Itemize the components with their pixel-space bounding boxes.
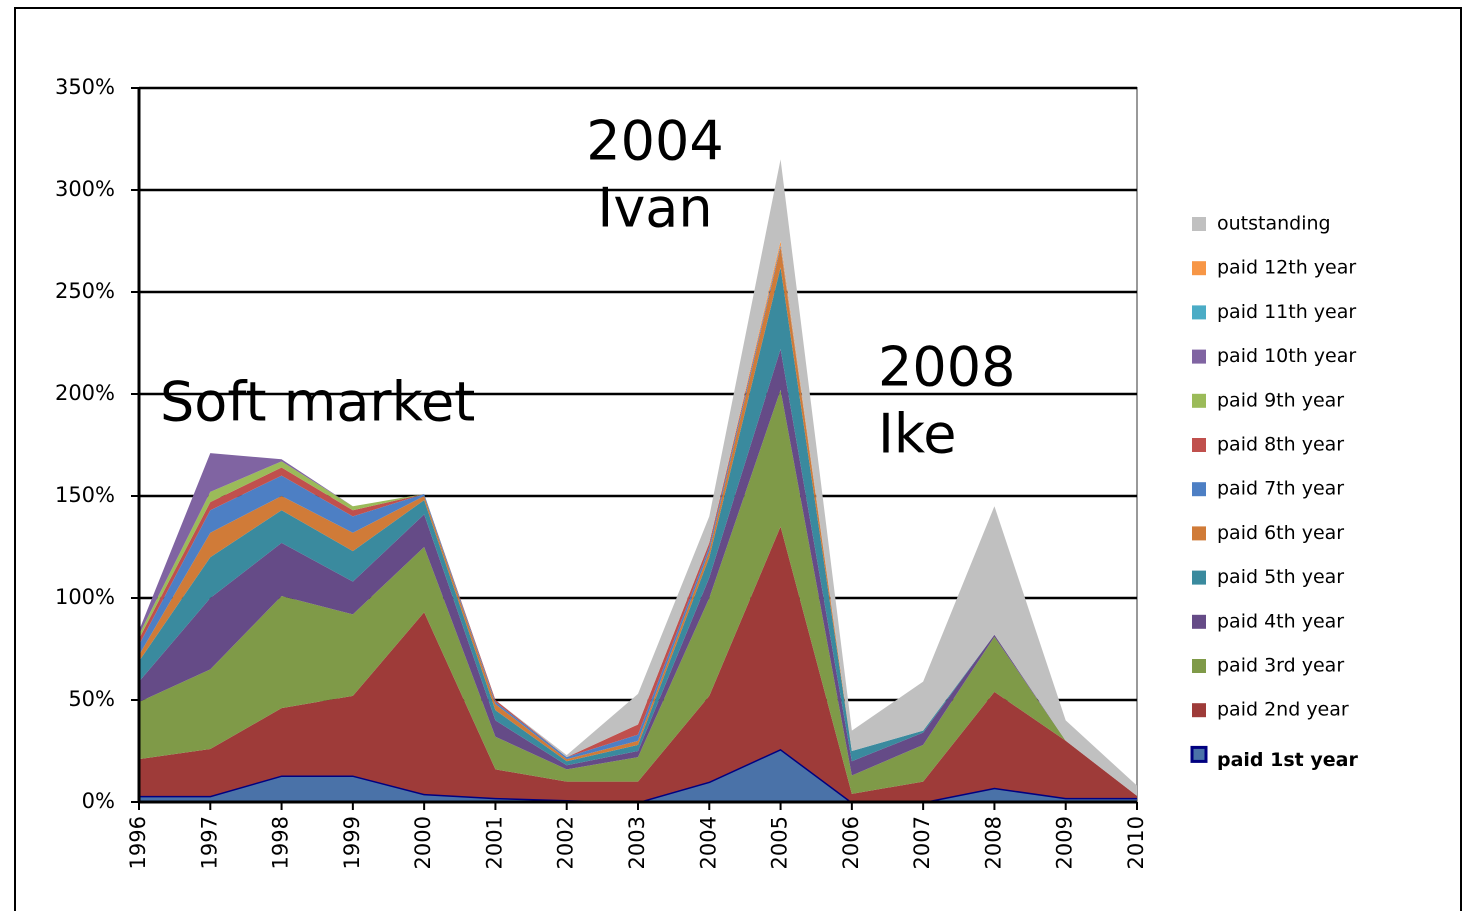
legend-label: paid 7th year bbox=[1217, 478, 1344, 500]
x-tick-label: 1998 bbox=[269, 816, 293, 869]
legend-swatch bbox=[1192, 703, 1206, 718]
y-tick-label: 50% bbox=[68, 687, 115, 711]
y-tick-label: 0% bbox=[82, 789, 115, 813]
x-tick-label: 2009 bbox=[1053, 816, 1077, 869]
x-tick-label: 1999 bbox=[340, 816, 364, 869]
legend-label: paid 5th year bbox=[1217, 566, 1344, 588]
x-tick-label: 2003 bbox=[625, 816, 649, 869]
legend-swatch bbox=[1192, 526, 1206, 541]
plot-area bbox=[138, 86, 1138, 804]
x-tick-label: 2000 bbox=[411, 816, 435, 869]
x-tick-label: 2010 bbox=[1124, 816, 1148, 869]
x-tick-label: 1997 bbox=[197, 816, 221, 869]
y-tick-label: 250% bbox=[55, 279, 115, 303]
legend-label: paid 11th year bbox=[1217, 301, 1356, 323]
annotation: Ivan bbox=[597, 177, 712, 240]
annotation: 2008 bbox=[878, 336, 1015, 399]
y-tick-label: 150% bbox=[55, 483, 115, 507]
x-tick-label: 2008 bbox=[981, 816, 1005, 869]
annotation: Soft market bbox=[160, 371, 475, 434]
x-tick-label: 2007 bbox=[910, 816, 934, 869]
legend-swatch bbox=[1192, 614, 1206, 629]
legend-swatch bbox=[1192, 217, 1206, 231]
legend-label: paid 1st year bbox=[1217, 749, 1358, 771]
y-tick-label: 350% bbox=[55, 75, 115, 99]
legend-label: paid 12th year bbox=[1217, 257, 1356, 279]
legend-label: outstanding bbox=[1217, 213, 1331, 235]
area bbox=[139, 245, 1137, 796]
x-tick-label: 2002 bbox=[554, 816, 578, 869]
legend-label: paid 10th year bbox=[1217, 345, 1356, 367]
y-tick-label: 100% bbox=[55, 585, 115, 609]
legend-swatch bbox=[1192, 261, 1206, 276]
x-tick-label: 2004 bbox=[696, 816, 720, 869]
legend-swatch bbox=[1192, 659, 1206, 673]
legend-swatch bbox=[1192, 570, 1206, 585]
area bbox=[139, 526, 1137, 802]
legend-label: paid 4th year bbox=[1217, 610, 1344, 632]
x-tick-label: 2005 bbox=[768, 816, 792, 869]
legend-label: paid 6th year bbox=[1217, 522, 1344, 544]
legend-swatch bbox=[1192, 393, 1206, 408]
area bbox=[139, 748, 1137, 802]
legend-swatch bbox=[1192, 349, 1206, 364]
x-tick-label: 1996 bbox=[126, 816, 150, 869]
x-tick-label: 2001 bbox=[482, 816, 506, 869]
legend-label: paid 9th year bbox=[1217, 389, 1344, 411]
legend-label: paid 2nd year bbox=[1217, 699, 1349, 721]
legend-swatch bbox=[1190, 745, 1208, 763]
y-tick-label: 300% bbox=[55, 177, 115, 201]
x-tick-label: 2006 bbox=[839, 816, 863, 869]
y-tick-label: 200% bbox=[55, 381, 115, 405]
annotation: Ike bbox=[878, 403, 957, 466]
legend-swatch bbox=[1192, 482, 1206, 497]
annotation: 2004 bbox=[586, 110, 723, 173]
legend-label: paid 3rd year bbox=[1217, 655, 1344, 677]
legend-swatch bbox=[1192, 438, 1206, 452]
legend-label: paid 8th year bbox=[1217, 434, 1344, 456]
legend-swatch bbox=[1192, 305, 1206, 320]
